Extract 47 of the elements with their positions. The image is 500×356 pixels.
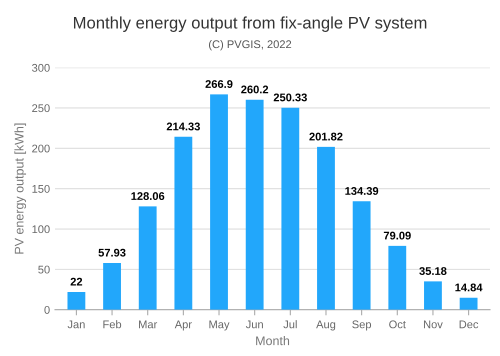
bar (281, 108, 300, 310)
x-tick-label: Apr (174, 320, 192, 330)
data-label: 214.33 (166, 122, 200, 130)
y-tick-label: 250 (32, 104, 50, 112)
data-label: 128.06 (131, 192, 164, 200)
x-tick-label: Jul (283, 320, 297, 328)
bar (460, 298, 478, 310)
data-label: 14.84 (455, 284, 482, 292)
data-label: 79.09 (384, 232, 411, 240)
x-tick-label: Oct (389, 320, 406, 328)
y-tick-label: 0 (44, 306, 50, 314)
bar (138, 206, 157, 310)
bar (246, 100, 264, 310)
x-tick-label: Aug (316, 320, 336, 330)
bar (210, 94, 228, 310)
data-label: 22 (70, 278, 82, 286)
bar (174, 136, 192, 310)
y-tick-label: 50 (38, 266, 50, 274)
bar (388, 246, 406, 310)
data-label: 57.93 (98, 248, 126, 257)
bar (424, 281, 442, 310)
x-tick-label: Jun (246, 320, 263, 328)
bar (67, 292, 86, 310)
bar (317, 146, 335, 310)
data-label: 134.39 (345, 187, 378, 195)
data-label: 250.33 (274, 93, 307, 102)
data-label: 260.2 (241, 86, 268, 94)
x-tick-label: Dec (460, 320, 478, 328)
y-tick-label: 200 (32, 144, 50, 152)
x-tick-label: May (209, 320, 230, 330)
bar (103, 262, 121, 310)
x-tick-label: Mar (139, 320, 158, 328)
y-tick-label: 150 (32, 184, 50, 193)
chart-title: Monthly energy output from fix-angle PV system (74, 16, 426, 32)
x-tick-label: Nov (424, 320, 443, 328)
y-axis-title: PV energy output [kWh] (14, 124, 26, 254)
data-label: 201.82 (309, 132, 343, 140)
x-tick-label: Feb (103, 320, 122, 328)
chart-subtitle: (C) PVGIS, 2022 (209, 40, 292, 50)
y-tick-label: 300 (32, 64, 50, 72)
data-label: 266.9 (206, 80, 233, 88)
bar (352, 201, 371, 310)
x-tick-label: Sep (352, 320, 372, 330)
x-axis-title: Month (256, 336, 290, 346)
data-label: 35.18 (419, 267, 447, 275)
y-tick-label: 100 (32, 225, 50, 234)
x-tick-label: Jan (68, 320, 85, 328)
